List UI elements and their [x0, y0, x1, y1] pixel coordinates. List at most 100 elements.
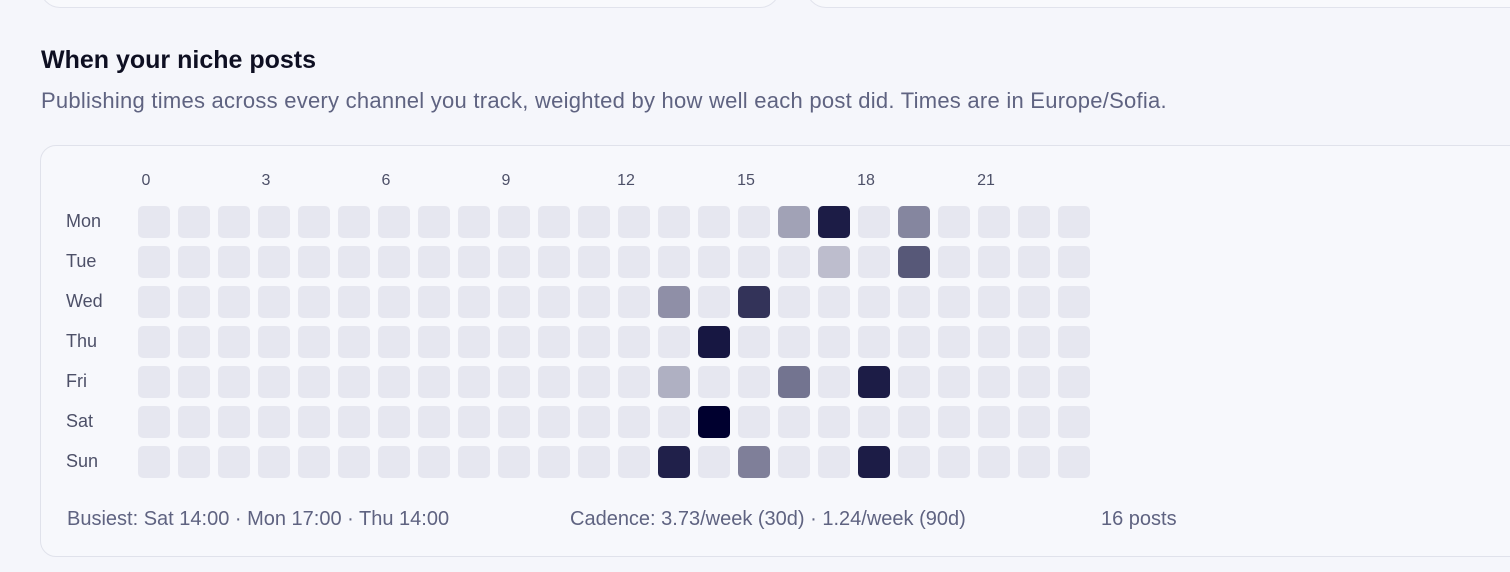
heatmap-cell[interactable] — [138, 446, 170, 478]
heatmap-cell[interactable] — [338, 246, 370, 278]
heatmap-cell[interactable] — [658, 406, 690, 438]
heatmap-cell[interactable] — [538, 286, 570, 318]
heatmap-cell[interactable] — [1058, 206, 1090, 238]
heatmap-cell[interactable] — [218, 326, 250, 358]
heatmap-cell[interactable] — [618, 406, 650, 438]
heatmap-cell[interactable] — [938, 406, 970, 438]
heatmap-cell[interactable] — [618, 366, 650, 398]
heatmap-cell[interactable] — [698, 446, 730, 478]
heatmap-cell[interactable] — [578, 326, 610, 358]
heatmap-cell[interactable] — [378, 446, 410, 478]
heatmap-cell[interactable] — [1058, 326, 1090, 358]
heatmap-cell[interactable] — [778, 206, 810, 238]
heatmap-cell[interactable] — [698, 406, 730, 438]
heatmap-cell[interactable] — [938, 366, 970, 398]
heatmap-cell[interactable] — [818, 366, 850, 398]
heatmap-cell[interactable] — [298, 326, 330, 358]
heatmap-cell[interactable] — [178, 366, 210, 398]
heatmap-cell[interactable] — [258, 406, 290, 438]
heatmap-cell[interactable] — [578, 366, 610, 398]
heatmap-cell[interactable] — [418, 406, 450, 438]
heatmap-cell[interactable] — [898, 326, 930, 358]
heatmap-cell[interactable] — [618, 286, 650, 318]
heatmap-cell[interactable] — [778, 446, 810, 478]
heatmap-cell[interactable] — [978, 406, 1010, 438]
heatmap-cell[interactable] — [298, 366, 330, 398]
heatmap-cell[interactable] — [618, 246, 650, 278]
heatmap-cell[interactable] — [618, 206, 650, 238]
heatmap-cell[interactable] — [258, 446, 290, 478]
heatmap-cell[interactable] — [218, 446, 250, 478]
heatmap-cell[interactable] — [418, 326, 450, 358]
heatmap-cell[interactable] — [898, 206, 930, 238]
heatmap-cell[interactable] — [1058, 446, 1090, 478]
heatmap-cell[interactable] — [378, 366, 410, 398]
heatmap-cell[interactable] — [618, 326, 650, 358]
heatmap-cell[interactable] — [978, 206, 1010, 238]
heatmap-cell[interactable] — [818, 206, 850, 238]
heatmap-cell[interactable] — [218, 366, 250, 398]
heatmap-cell[interactable] — [458, 286, 490, 318]
heatmap-cell[interactable] — [818, 406, 850, 438]
heatmap-cell[interactable] — [738, 246, 770, 278]
heatmap-cell[interactable] — [578, 246, 610, 278]
heatmap-cell[interactable] — [658, 286, 690, 318]
heatmap-cell[interactable] — [698, 366, 730, 398]
heatmap-cell[interactable] — [538, 326, 570, 358]
heatmap-cell[interactable] — [1018, 406, 1050, 438]
heatmap-cell[interactable] — [298, 206, 330, 238]
heatmap-cell[interactable] — [458, 206, 490, 238]
heatmap-cell[interactable] — [578, 286, 610, 318]
heatmap-cell[interactable] — [258, 286, 290, 318]
heatmap-cell[interactable] — [1018, 446, 1050, 478]
heatmap-cell[interactable] — [538, 446, 570, 478]
heatmap-cell[interactable] — [858, 366, 890, 398]
heatmap-cell[interactable] — [338, 286, 370, 318]
heatmap-cell[interactable] — [1058, 366, 1090, 398]
heatmap-cell[interactable] — [698, 286, 730, 318]
heatmap-cell[interactable] — [938, 446, 970, 478]
heatmap-cell[interactable] — [218, 246, 250, 278]
heatmap-cell[interactable] — [658, 326, 690, 358]
heatmap-cell[interactable] — [898, 406, 930, 438]
heatmap-cell[interactable] — [858, 246, 890, 278]
heatmap-cell[interactable] — [498, 326, 530, 358]
heatmap-cell[interactable] — [418, 206, 450, 238]
heatmap-cell[interactable] — [858, 286, 890, 318]
heatmap-cell[interactable] — [738, 446, 770, 478]
heatmap-cell[interactable] — [978, 286, 1010, 318]
heatmap-cell[interactable] — [658, 366, 690, 398]
heatmap-cell[interactable] — [178, 326, 210, 358]
heatmap-cell[interactable] — [378, 286, 410, 318]
heatmap-cell[interactable] — [538, 366, 570, 398]
heatmap-cell[interactable] — [298, 246, 330, 278]
heatmap-cell[interactable] — [458, 446, 490, 478]
heatmap-cell[interactable] — [1018, 366, 1050, 398]
heatmap-cell[interactable] — [938, 206, 970, 238]
heatmap-cell[interactable] — [458, 246, 490, 278]
heatmap-cell[interactable] — [978, 246, 1010, 278]
heatmap-cell[interactable] — [258, 246, 290, 278]
heatmap-cell[interactable] — [138, 246, 170, 278]
heatmap-cell[interactable] — [138, 286, 170, 318]
heatmap-cell[interactable] — [738, 406, 770, 438]
heatmap-cell[interactable] — [938, 326, 970, 358]
heatmap-cell[interactable] — [258, 326, 290, 358]
heatmap-cell[interactable] — [858, 206, 890, 238]
heatmap-cell[interactable] — [578, 446, 610, 478]
heatmap-cell[interactable] — [738, 326, 770, 358]
heatmap-cell[interactable] — [698, 206, 730, 238]
heatmap-cell[interactable] — [418, 446, 450, 478]
heatmap-cell[interactable] — [978, 366, 1010, 398]
heatmap-cell[interactable] — [178, 446, 210, 478]
heatmap-cell[interactable] — [418, 366, 450, 398]
heatmap-cell[interactable] — [258, 206, 290, 238]
heatmap-cell[interactable] — [178, 406, 210, 438]
heatmap-cell[interactable] — [858, 446, 890, 478]
heatmap-cell[interactable] — [778, 286, 810, 318]
heatmap-cell[interactable] — [178, 246, 210, 278]
heatmap-cell[interactable] — [658, 246, 690, 278]
heatmap-cell[interactable] — [138, 206, 170, 238]
heatmap-cell[interactable] — [218, 286, 250, 318]
heatmap-cell[interactable] — [538, 406, 570, 438]
